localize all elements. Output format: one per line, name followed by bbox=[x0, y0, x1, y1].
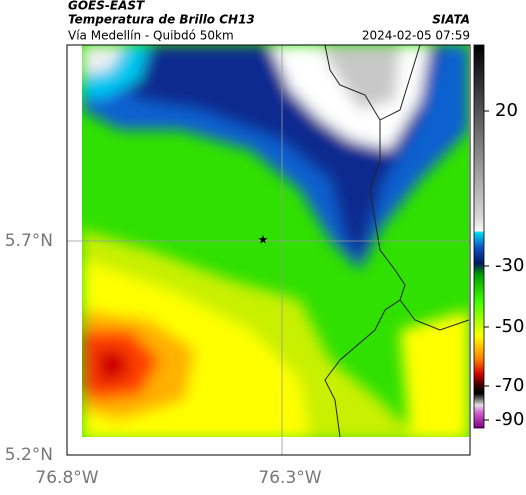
location-star: ★ bbox=[258, 233, 269, 247]
satellite-field bbox=[82, 45, 469, 437]
lon-label: 76.3°W bbox=[258, 468, 321, 488]
subtitle: Vía Medellín - Quibdó 50km bbox=[68, 29, 234, 43]
colorbar-tick-label: -30 bbox=[495, 255, 524, 276]
lat-label: 5.2°N bbox=[5, 445, 53, 465]
datetime: 2024-02-05 07:59 bbox=[362, 29, 470, 43]
title: Temperatura de Brillo CH13 bbox=[68, 13, 255, 27]
colorbar-tick-label: -50 bbox=[495, 316, 524, 337]
source: GOES-EAST bbox=[68, 0, 145, 13]
org: SIATA bbox=[432, 13, 470, 27]
lon-label: 76.8°W bbox=[35, 468, 98, 488]
colorbar-tick-label: 20 bbox=[495, 100, 518, 121]
colorbar-tick-label: -90 bbox=[495, 409, 524, 430]
colorbar bbox=[473, 44, 485, 429]
map-frame bbox=[66, 44, 471, 456]
colorbar-ticks: 20 -30 -50 -70 -90 bbox=[484, 100, 524, 430]
colorbar-tick-label: -70 bbox=[495, 375, 524, 396]
lat-label: 5.7°N bbox=[5, 231, 53, 251]
